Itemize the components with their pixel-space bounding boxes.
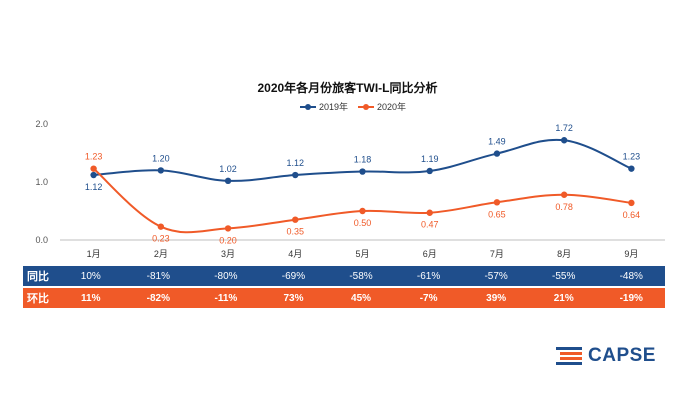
mom-cell: -11% <box>214 292 238 304</box>
data-label: 1.72 <box>555 123 573 133</box>
data-point <box>157 167 165 174</box>
yoy-cell: -69% <box>281 270 306 282</box>
data-point <box>292 216 299 223</box>
x-tick-label: 2月 <box>154 249 168 259</box>
data-point <box>628 165 635 172</box>
legend-item-2020: 2020年 <box>358 100 406 113</box>
yoy-row-label: 同比 <box>27 271 49 283</box>
legend-label: 2019年 <box>319 102 349 112</box>
mom-cell: 45% <box>351 292 372 304</box>
data-point <box>493 150 501 157</box>
yoy-cell: -61% <box>416 270 441 282</box>
x-tick-label: 6月 <box>423 249 437 259</box>
data-point <box>493 199 501 206</box>
y-tick-label: 1.0 <box>35 177 48 187</box>
yoy-cell: -55% <box>552 270 576 282</box>
data-label: 0.64 <box>623 210 641 220</box>
logo-text: CAPSE <box>588 345 656 366</box>
data-label: 1.19 <box>421 154 439 164</box>
mom-cell: 21% <box>553 292 574 304</box>
yoy-cell: 10% <box>80 270 101 282</box>
legend-swatch-icon <box>358 103 375 110</box>
x-tick-label: 4月 <box>288 249 302 259</box>
data-label: 1.23 <box>623 152 641 162</box>
data-label: 1.12 <box>287 158 305 168</box>
x-tick-label: 8月 <box>557 249 571 259</box>
data-point <box>560 191 568 198</box>
data-label: 0.78 <box>555 202 573 212</box>
data-point <box>359 207 366 215</box>
data-point <box>426 209 433 216</box>
capse-logo-icon <box>556 347 582 365</box>
y-tick-label: 0.0 <box>35 235 48 245</box>
legend-item-2019: 2019年 <box>300 100 348 113</box>
mom-cell: -7% <box>419 292 438 304</box>
data-point <box>157 223 165 230</box>
data-point <box>426 167 433 175</box>
legend-label: 2020年 <box>377 102 407 112</box>
data-point <box>224 177 232 185</box>
y-tick-label: 2.0 <box>35 119 48 129</box>
yoy-row: 同比 10% -81% -80% -69% -58% -61% -57% -55% -48% <box>23 266 665 286</box>
yoy-cell: -48% <box>619 270 643 282</box>
data-point <box>90 165 97 172</box>
x-tick-label: 3月 <box>221 249 235 259</box>
data-label: 1.23 <box>85 152 103 162</box>
legend-swatch-icon <box>300 103 316 110</box>
data-label: 0.23 <box>152 234 170 244</box>
data-label: 0.20 <box>219 235 237 245</box>
yoy-cell: -58% <box>349 270 373 282</box>
chart-legend: 2019年 2020年 <box>300 100 406 113</box>
data-label: 1.02 <box>219 164 237 174</box>
data-point <box>628 199 635 207</box>
data-label: 1.12 <box>85 182 103 192</box>
data-point <box>90 171 97 179</box>
x-tick-label: 7月 <box>490 249 504 259</box>
mom-row: 环比 11% -82% -11% 73% 45% -7% 39% 21% -19% <box>23 288 665 308</box>
x-tick-label: 9月 <box>624 249 638 259</box>
mom-cell: 11% <box>81 292 101 304</box>
yoy-cell: -80% <box>214 270 238 282</box>
data-label: 1.20 <box>152 153 170 163</box>
data-point <box>224 225 232 232</box>
chart-title: 2020年各月份旅客TWI-L同比分析 <box>257 81 438 95</box>
yoy-cell: -57% <box>484 270 508 282</box>
data-label: 1.18 <box>354 155 372 165</box>
data-label: 0.35 <box>287 227 305 237</box>
mom-row-label: 环比 <box>27 293 49 305</box>
data-point <box>359 168 366 175</box>
yoy-cell: -81% <box>146 270 171 282</box>
x-tick-label: 1月 <box>87 249 101 259</box>
mom-cell: 73% <box>283 292 304 304</box>
data-point <box>292 171 299 179</box>
capse-logo: CAPSE <box>556 345 656 367</box>
mom-cell: 39% <box>486 292 507 304</box>
mom-cell: -19% <box>619 292 643 304</box>
x-tick-label: 5月 <box>355 249 369 259</box>
mom-cell: -82% <box>146 292 171 304</box>
data-point <box>560 137 568 144</box>
data-label: 0.50 <box>354 218 372 228</box>
data-label: 1.49 <box>488 137 506 147</box>
data-label: 0.65 <box>488 209 506 219</box>
data-label: 0.47 <box>421 220 439 230</box>
